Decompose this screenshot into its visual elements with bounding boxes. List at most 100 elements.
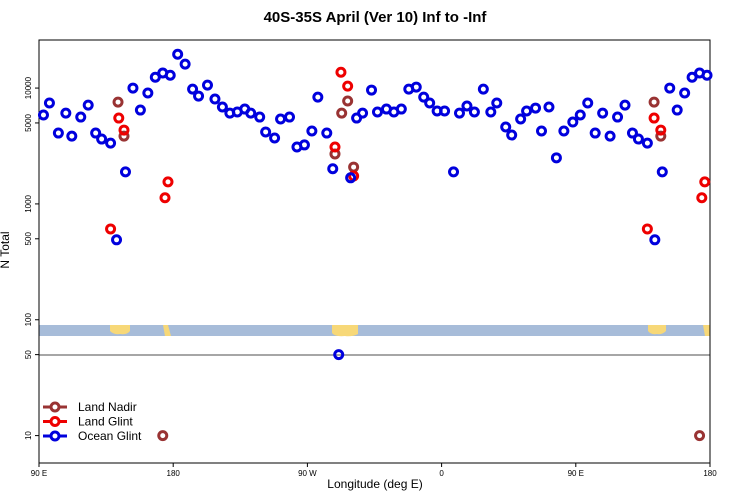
point [626, 127, 638, 139]
x-tick-label: 180 [703, 469, 717, 478]
point [612, 111, 624, 123]
y-tick-label: 10 [24, 431, 33, 440]
point [66, 130, 78, 142]
legend-marker [49, 430, 61, 442]
point [589, 127, 601, 139]
point [366, 84, 378, 96]
point [649, 234, 661, 246]
point [342, 80, 354, 92]
point [209, 93, 221, 105]
point [641, 223, 653, 235]
point [506, 129, 518, 141]
point [157, 430, 169, 442]
x-axis-title: Longitude (deg E) [327, 477, 422, 491]
point [694, 430, 706, 442]
point [558, 125, 570, 137]
point [284, 111, 296, 123]
x-tick-label: 90 E [568, 469, 584, 478]
point [371, 106, 383, 118]
point [485, 106, 497, 118]
point [105, 223, 117, 235]
map-strip [39, 325, 710, 337]
point [298, 139, 310, 151]
legend-label: Land Nadir [78, 400, 137, 414]
point [119, 166, 131, 178]
point [671, 104, 683, 116]
point [701, 69, 713, 81]
point [43, 97, 55, 109]
point [105, 137, 117, 149]
point [521, 105, 533, 117]
point [37, 109, 49, 121]
y-tick-label: 100 [24, 313, 33, 327]
point [597, 107, 609, 119]
point [90, 127, 102, 139]
x-tick-label: 90 E [31, 469, 47, 478]
x-tick-label: 90 W [298, 469, 317, 478]
y-tick-label: 1000 [24, 194, 33, 212]
legend-label: Ocean Glint [78, 429, 142, 443]
point [260, 126, 272, 138]
point [275, 113, 287, 125]
point [655, 124, 667, 136]
point [395, 103, 407, 115]
point [500, 121, 512, 133]
point [648, 112, 660, 124]
y-tick-label: 5000 [24, 113, 33, 131]
legend-marker [49, 416, 61, 427]
point [179, 58, 191, 70]
point [699, 176, 711, 188]
point [82, 99, 94, 111]
y-tick-label: 50 [24, 350, 33, 359]
point [418, 91, 430, 103]
point [187, 83, 199, 95]
point [321, 127, 333, 139]
point [335, 66, 347, 78]
point [118, 124, 130, 136]
point [410, 81, 422, 93]
point [52, 127, 64, 139]
point [333, 349, 345, 361]
point [245, 107, 257, 119]
point [269, 132, 281, 144]
y-tick-label: 10000 [24, 76, 33, 99]
point [96, 133, 108, 145]
point [582, 97, 594, 109]
point [357, 107, 369, 119]
point [306, 125, 318, 137]
point [327, 163, 339, 175]
point [112, 96, 124, 108]
point [329, 141, 341, 153]
point [641, 137, 653, 149]
x-tick-label: 180 [167, 469, 181, 478]
point [543, 101, 555, 113]
y-tick-label: 500 [24, 232, 33, 246]
point [142, 87, 154, 99]
point [530, 102, 542, 114]
point [461, 100, 473, 112]
point [172, 48, 184, 60]
y-axis-title: N Total [0, 231, 12, 268]
point [656, 166, 668, 178]
plot-frame [38, 39, 711, 464]
point [696, 192, 708, 204]
point [127, 82, 139, 94]
point [193, 90, 205, 102]
point [342, 95, 354, 107]
point [655, 130, 667, 142]
point [515, 113, 527, 125]
point [619, 99, 631, 111]
point [439, 105, 451, 117]
point [312, 91, 324, 103]
point [159, 192, 171, 204]
point [567, 116, 579, 128]
point [111, 234, 123, 246]
point [162, 176, 174, 188]
point [679, 87, 691, 99]
point [424, 97, 436, 109]
point [348, 161, 360, 173]
point [604, 130, 616, 142]
point [118, 130, 130, 142]
x-tick-label: 0 [439, 469, 444, 478]
